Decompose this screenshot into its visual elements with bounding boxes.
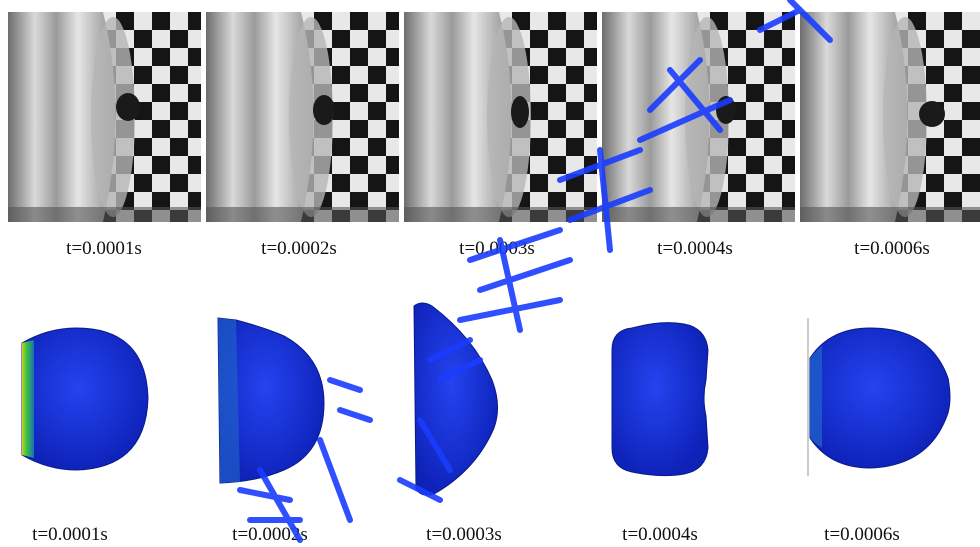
simulation-caption-5: t=0.0006s <box>824 524 900 545</box>
photo-frame-4 <box>602 12 795 222</box>
simulation-frame-3 <box>404 298 600 498</box>
photo-caption-3: t=0.0003s <box>459 238 535 259</box>
photo-frame-2 <box>206 12 399 222</box>
simulation-frame-5 <box>800 298 980 498</box>
simulation-frame-1 <box>8 298 204 498</box>
photo-frame-3 <box>404 12 597 222</box>
photo-caption-5: t=0.0006s <box>854 238 930 259</box>
photo-caption-1: t=0.0001s <box>66 238 142 259</box>
photo-caption-2: t=0.0002s <box>261 238 337 259</box>
simulation-caption-3: t=0.0003s <box>426 524 502 545</box>
simulation-caption-4: t=0.0004s <box>622 524 698 545</box>
simulation-frame-4 <box>602 298 798 498</box>
photo-frame-5 <box>800 12 980 222</box>
photo-frame-1 <box>8 12 201 222</box>
simulation-frame-2 <box>206 298 402 498</box>
simulation-caption-2: t=0.0002s <box>232 524 308 545</box>
simulation-caption-1: t=0.0001s <box>32 524 108 545</box>
photo-caption-4: t=0.0004s <box>657 238 733 259</box>
